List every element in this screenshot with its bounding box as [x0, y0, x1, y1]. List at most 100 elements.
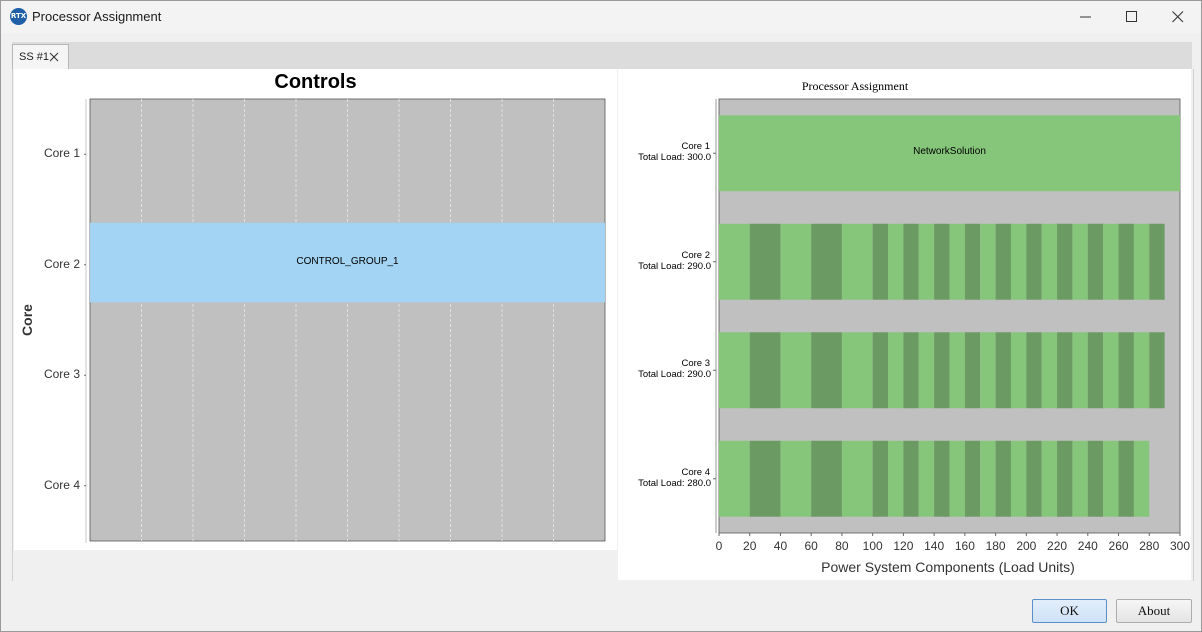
ok-button[interactable]: OK — [1032, 599, 1107, 623]
component-segment-bar — [811, 223, 842, 300]
minimize-icon — [1080, 16, 1091, 18]
minimize-button[interactable] — [1063, 1, 1109, 33]
tab-strip: SS #1 — [12, 42, 1192, 70]
component-segment-bar — [1026, 440, 1042, 517]
component-segment-bar — [749, 332, 781, 409]
component-segment-bar — [995, 440, 1011, 517]
component-segment-bar — [841, 440, 873, 517]
component-segment-bar — [1087, 223, 1104, 300]
core-name-label: Core 2 — [681, 249, 710, 261]
processor-assignment-chart — [713, 98, 1181, 536]
component-segment-bar — [1103, 332, 1119, 409]
component-segment-bar — [1149, 223, 1165, 300]
component-segment-bar — [872, 223, 889, 300]
assignment-x-tick-label: 280 — [1139, 539, 1160, 553]
component-segment-bar — [872, 440, 889, 517]
component-segment-bar — [918, 440, 935, 517]
component-segment-bar — [949, 223, 965, 300]
component-segment-bar — [1010, 440, 1027, 517]
component-segment-bar — [1057, 223, 1073, 300]
core-name-label: Core 3 — [681, 358, 710, 370]
component-segment-bar — [780, 440, 812, 517]
component-segment-bar — [719, 115, 1180, 192]
assignment-x-tick-label: 300 — [1169, 539, 1191, 553]
component-segment-bar — [872, 332, 889, 409]
component-segment-bar — [1041, 440, 1058, 517]
assignment-x-tick-label: 80 — [835, 539, 849, 553]
controls-chart-panel: Controls Core Core 1 Core 2 Core 3 Core 4 CO… — [14, 69, 617, 550]
component-segment-bar — [1072, 440, 1088, 517]
assignment-x-tick-label: 0 — [715, 539, 723, 553]
component-segment-bar — [719, 332, 750, 409]
controls-y-tick-label: Core 3 — [43, 367, 80, 382]
component-segment-bar — [1010, 223, 1027, 300]
core-total-load-label: Total Load: 300.0 — [638, 152, 711, 164]
about-button[interactable]: About — [1116, 599, 1192, 623]
assignment-x-tick-label: 40 — [773, 539, 788, 553]
window-title: Processor Assignment — [32, 9, 162, 24]
assignment-x-tick-label: 120 — [893, 539, 914, 553]
close-button[interactable] — [1155, 1, 1201, 33]
control-group-bar-label: CONTROL_GROUP_1 — [296, 255, 399, 267]
assignment-x-tick-label: 100 — [862, 539, 883, 553]
core-name-label: Core 4 — [681, 466, 710, 478]
tab-content: Controls Core Core 1 Core 2 Core 3 Core 4 CO… — [12, 69, 1194, 581]
control-group-bar — [90, 222, 605, 303]
component-segment-bar — [995, 223, 1011, 300]
component-segment-bar — [995, 332, 1011, 409]
component-segment-bar — [980, 332, 996, 409]
component-segment-bar — [918, 223, 935, 300]
component-segment-bar — [1103, 223, 1119, 300]
component-segment-bar — [888, 332, 904, 409]
title-bar[interactable]: RTX Processor Assignment — [1, 1, 1201, 33]
component-segment-bar — [1072, 332, 1088, 409]
tab-ss-1[interactable]: SS #1 — [12, 44, 69, 69]
component-segment-bar — [1057, 440, 1073, 517]
component-segment-bar — [980, 440, 996, 517]
core-name-label: Core 1 — [681, 141, 710, 153]
assignment-x-axis-label: Power System Components (Load Units) — [821, 559, 1075, 575]
component-segment-bar — [1133, 223, 1150, 300]
segment-label: NetworkSolution — [913, 146, 986, 158]
component-segment-bar — [1010, 332, 1027, 409]
component-segment-bar — [964, 440, 981, 517]
component-segment-bar — [949, 332, 965, 409]
component-segment-bar — [934, 440, 950, 517]
close-icon — [1172, 11, 1184, 23]
component-segment-bar — [980, 223, 996, 300]
component-segment-bar — [964, 223, 981, 300]
core-total-load-label: Total Load: 290.0 — [638, 260, 711, 272]
component-segment-bar — [780, 332, 812, 409]
component-segment-bar — [1087, 440, 1104, 517]
maximize-button[interactable] — [1109, 1, 1155, 33]
assignment-x-tick-label: 240 — [1077, 539, 1098, 553]
component-segment-bar — [918, 332, 935, 409]
assignment-x-tick-label: 260 — [1108, 539, 1129, 553]
tab-close-icon[interactable] — [49, 52, 59, 62]
component-segment-bar — [1072, 223, 1088, 300]
controls-y-tick-label: Core 2 — [43, 256, 80, 271]
component-segment-bar — [1149, 332, 1165, 409]
component-segment-bar — [964, 332, 981, 409]
component-segment-bar — [1041, 332, 1058, 409]
assignment-x-tick-label: 200 — [1016, 539, 1037, 553]
component-segment-bar — [1133, 440, 1150, 517]
component-segment-bar — [1087, 332, 1104, 409]
core-total-load-label: Total Load: 280.0 — [638, 477, 711, 489]
assignment-x-tick-label: 160 — [954, 539, 975, 553]
component-segment-bar — [1118, 223, 1134, 300]
component-segment-bar — [811, 440, 842, 517]
component-segment-bar — [903, 440, 919, 517]
core-total-load-label: Total Load: 290.0 — [638, 369, 711, 381]
component-segment-bar — [1118, 440, 1134, 517]
component-segment-bar — [1026, 223, 1042, 300]
processor-assignment-chart-panel: Processor Assignment Power System Compon… — [618, 69, 1191, 580]
assignment-chart-title: Processor Assignment — [801, 79, 909, 93]
component-segment-bar — [749, 440, 781, 517]
component-segment-bar — [903, 223, 919, 300]
component-segment-bar — [1026, 332, 1042, 409]
controls-chart-title: Controls — [274, 71, 357, 93]
component-segment-bar — [903, 332, 919, 409]
component-segment-bar — [749, 223, 781, 300]
assignment-x-tick-label: 20 — [743, 539, 757, 553]
